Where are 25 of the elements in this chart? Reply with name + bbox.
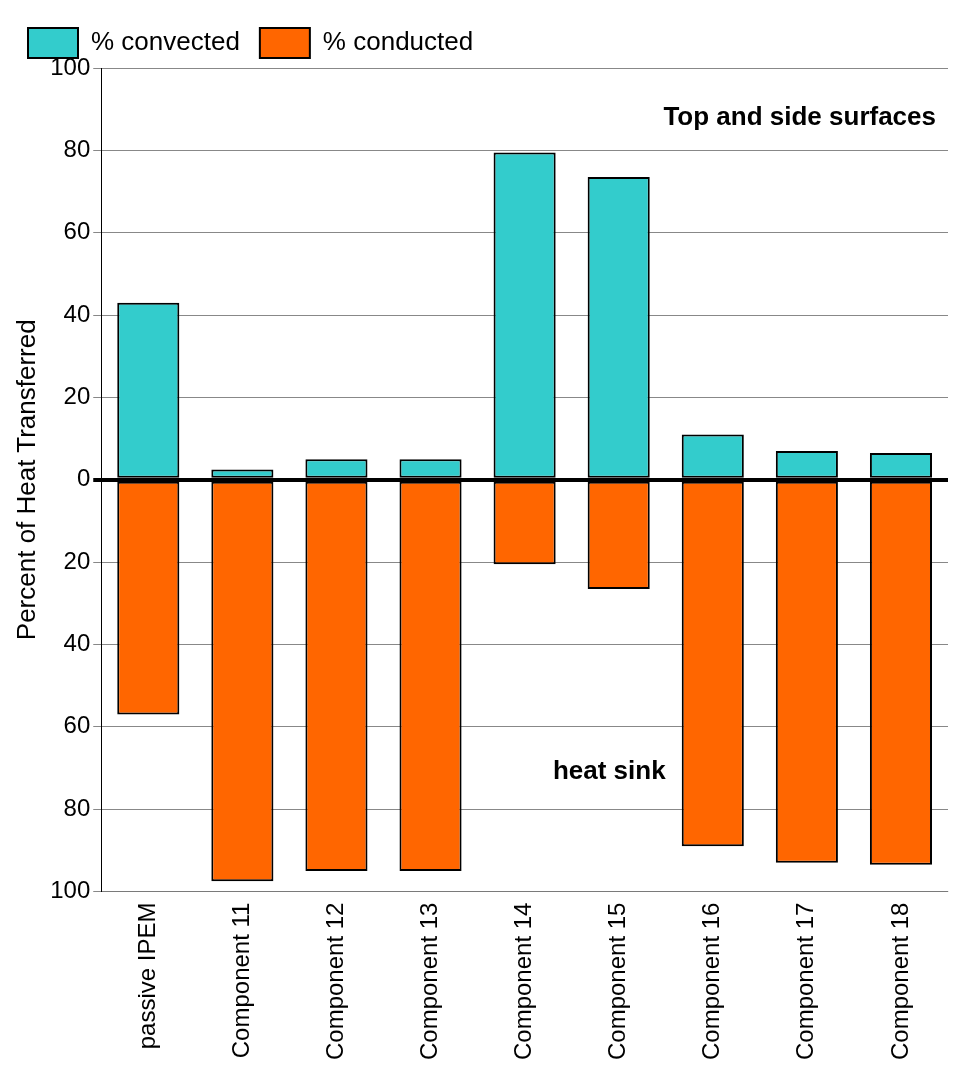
x-tick-label: Component 17 [791, 902, 819, 1061]
x-tick-label: Component 13 [415, 902, 443, 1061]
y-tick-label: 100 [50, 876, 91, 904]
y-tick-label: 40 [63, 299, 91, 327]
legend-label: % conducted [322, 26, 474, 57]
x-tick-label: Component 18 [885, 902, 913, 1061]
x-tick-label: Component 15 [603, 902, 631, 1061]
x-tick-label: Component 14 [509, 902, 537, 1061]
y-tick-label: 80 [63, 134, 91, 162]
x-tick-label: Component 16 [697, 902, 725, 1061]
annotation: Top and side surfaces [663, 101, 936, 132]
legend-label: % convected [91, 26, 240, 57]
annotation: heat sink [552, 755, 667, 786]
y-tick-label: 40 [63, 629, 91, 657]
y-tick-label: 100 [50, 52, 91, 80]
y-tick-label: 60 [63, 217, 91, 245]
y-axis-title: Percent of Heat Transferred [10, 319, 41, 641]
y-tick-label: 0 [76, 464, 91, 492]
y-tick-label: 60 [63, 711, 91, 739]
x-tick-label: Component 11 [226, 902, 254, 1059]
y-tick-label: 20 [63, 382, 91, 410]
x-tick-label: passive IPEM [132, 902, 160, 1050]
y-tick-label: 20 [63, 546, 91, 574]
x-tick-label: Component 12 [321, 902, 349, 1061]
y-tick-label: 80 [63, 793, 91, 821]
